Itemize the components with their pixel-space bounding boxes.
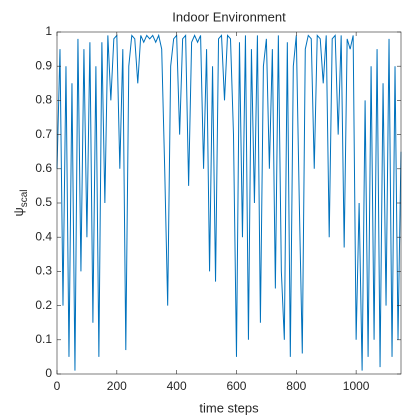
x-tick-label: 200 xyxy=(107,379,127,393)
x-axis-label: time steps xyxy=(199,400,259,415)
y-tick-label: 0.6 xyxy=(35,161,52,175)
y-axis-label: ψscal xyxy=(11,189,29,216)
chart-title: Indoor Environment xyxy=(172,9,286,24)
x-tick-label: 600 xyxy=(226,379,246,393)
x-tick-label: 400 xyxy=(167,379,187,393)
y-axis-label-symbol: ψ xyxy=(11,207,26,216)
y-tick-label: 0.4 xyxy=(35,229,52,243)
y-tick-label: 0.8 xyxy=(35,93,52,107)
y-tick-label: 0.9 xyxy=(35,58,52,72)
y-tick-label: 1 xyxy=(45,24,52,38)
y-tick-label: 0.5 xyxy=(35,195,52,209)
data-line xyxy=(56,33,402,371)
y-axis-label-subscript: scal xyxy=(19,189,30,207)
y-tick-label: 0.3 xyxy=(35,264,52,278)
y-tick-label: 0.1 xyxy=(35,332,52,346)
x-tick-label: 0 xyxy=(54,379,61,393)
y-tick-label: 0.7 xyxy=(35,127,52,141)
x-tick-label: 1000 xyxy=(343,379,370,393)
y-tick-label: 0.2 xyxy=(35,298,52,312)
x-tick-label: 800 xyxy=(286,379,306,393)
y-tick-label: 0 xyxy=(45,366,52,380)
